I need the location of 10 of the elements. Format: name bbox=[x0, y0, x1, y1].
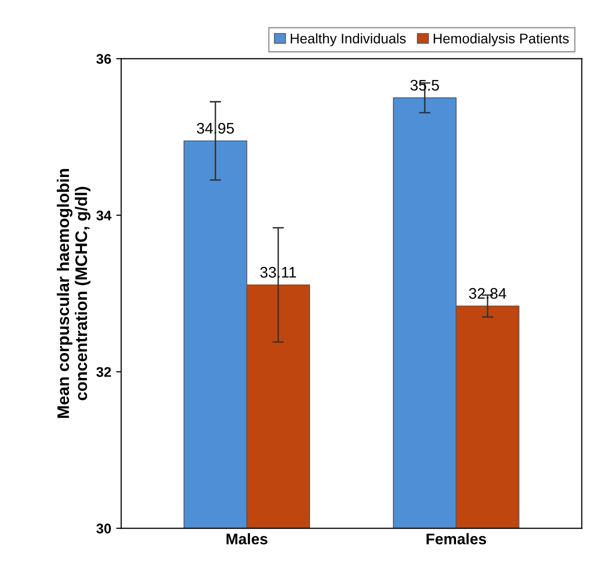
x-tick-label: Females bbox=[426, 533, 486, 544]
y-tick-label: 36 bbox=[96, 54, 111, 64]
legend-label: Healthy Individuals bbox=[290, 33, 406, 46]
y-axis-title: Mean corpuscular haemoglobin concentration (MCHC, g/dl) bbox=[56, 169, 90, 418]
y-tick-label: 34 bbox=[96, 210, 112, 220]
data-label: 32.84 bbox=[469, 288, 506, 299]
x-tick-label: Males bbox=[226, 533, 268, 544]
y-tick-label: 30 bbox=[96, 524, 111, 534]
legend-label: Hemodialysis Patients bbox=[434, 33, 569, 46]
y-tick-label: 32 bbox=[96, 367, 111, 377]
